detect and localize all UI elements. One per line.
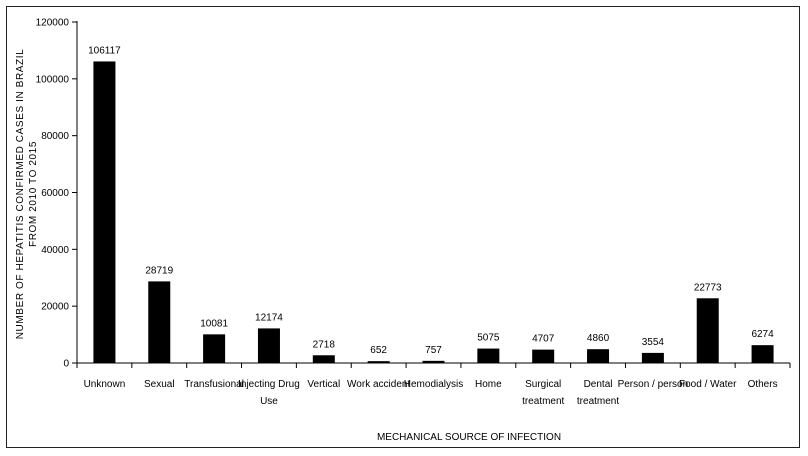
x-tick-label: Hemodialysis [404, 379, 463, 390]
x-tick-label: Injecting Drug Use [238, 379, 300, 407]
data-label: 652 [370, 345, 387, 356]
y-axis-title-line-2: FROM 2010 TO 2015 [28, 141, 39, 247]
bar [422, 360, 445, 363]
bar [367, 361, 390, 363]
x-tick-label: Others [748, 379, 778, 390]
data-label: 22773 [694, 282, 722, 293]
x-tick-label: Dental treatment [577, 379, 619, 407]
y-tick-label: 60000 [41, 188, 69, 199]
y-tick-label: 100000 [36, 74, 70, 85]
bar [257, 328, 280, 363]
bar [587, 349, 610, 363]
data-label: 5075 [477, 333, 500, 344]
bar [696, 298, 719, 363]
x-tick-label: Unknown [84, 379, 126, 390]
y-tick-label: 20000 [41, 302, 69, 313]
y-axis: 0 20000 40000 60000 80000 100000 120000 [36, 18, 78, 370]
data-label: 4707 [532, 334, 555, 345]
y-axis-title-line-1: NUMBER OF HEPATITIS CONFIRMED CASES IN B… [15, 49, 26, 340]
bar [751, 345, 774, 363]
bar [148, 281, 171, 363]
x-tick-label: Person / person [618, 379, 689, 390]
x-tick-label: Work accident [347, 379, 410, 390]
bar [203, 334, 226, 363]
data-label: 4860 [587, 333, 610, 344]
bar [93, 61, 116, 363]
bar [312, 355, 335, 363]
data-label: 3554 [642, 337, 665, 348]
x-axis-title: MECHANICAL SOURCE OF INFECTION [377, 432, 561, 443]
y-tick-label: 0 [63, 359, 69, 370]
bar [532, 349, 555, 363]
bar-chart: 0 20000 40000 60000 80000 100000 120000 106117… [15, 18, 791, 443]
x-tick-label: Home [475, 379, 502, 390]
chart-frame: 0 20000 40000 60000 80000 100000 120000 106117… [6, 6, 800, 448]
x-tick-label: Sexual [144, 379, 175, 390]
x-tick-label: Food / Water [679, 379, 737, 390]
data-label: 12174 [255, 312, 283, 323]
y-tick-label: 40000 [41, 245, 69, 256]
data-label: 28719 [145, 265, 173, 276]
y-axis-title: NUMBER OF HEPATITIS CONFIRMED CASES IN B… [15, 49, 39, 340]
data-label: 757 [425, 345, 442, 356]
x-tick-label: Transfusional [184, 379, 244, 390]
bar [477, 348, 500, 363]
bars: 106117 28719 10081 12174 2718 652 757 5075 4707 4… [88, 45, 774, 363]
y-tick-label: 80000 [41, 131, 69, 142]
x-tick-label: Surgical treatment [522, 379, 564, 407]
x-tick-label: Vertical [307, 379, 340, 390]
data-label: 6274 [751, 329, 774, 340]
data-label: 106117 [88, 45, 121, 56]
bar [641, 352, 664, 363]
data-label: 10081 [200, 318, 228, 329]
y-tick-label: 120000 [36, 18, 70, 29]
data-label: 2718 [313, 339, 336, 350]
